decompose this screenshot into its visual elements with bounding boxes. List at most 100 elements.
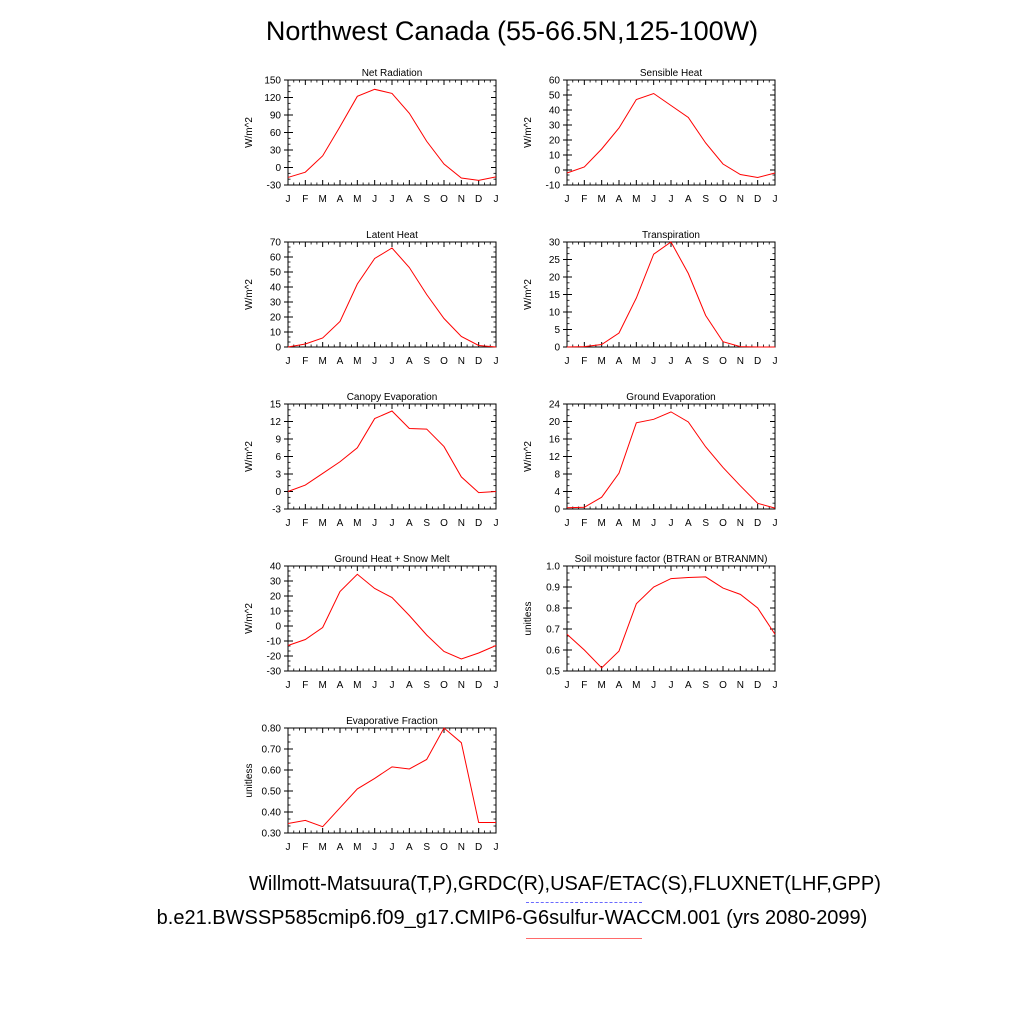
- x-tick-label: A: [616, 194, 623, 205]
- x-tick-label: S: [423, 842, 430, 853]
- series-line: [287, 410, 497, 494]
- series-line: [287, 727, 496, 828]
- y-tick-label: 60: [549, 76, 561, 87]
- panel-title: Net Radiation: [362, 68, 423, 79]
- page-title: Northwest Canada (55-66.5N,125-100W): [265, 16, 759, 46]
- x-tick-label: J: [390, 842, 395, 853]
- x-tick-label: J: [565, 518, 570, 529]
- x-tick-label: M: [597, 194, 605, 205]
- x-tick-label: S: [702, 518, 709, 529]
- x-tick-label: A: [337, 356, 344, 367]
- x-tick-label: M: [632, 194, 640, 205]
- x-tick-label: M: [318, 356, 326, 367]
- y-tick-label: 150: [264, 76, 281, 87]
- x-tick-label: O: [440, 518, 448, 529]
- x-tick-label: O: [719, 194, 727, 205]
- y-tick-label: 1.0: [546, 562, 560, 573]
- x-tick-label: J: [773, 194, 778, 205]
- y-tick-label: 0.60: [262, 766, 282, 777]
- y-tick-label: 90: [270, 111, 282, 122]
- x-tick-label: M: [353, 194, 361, 205]
- x-tick-label: J: [390, 680, 395, 691]
- x-tick-label: M: [318, 194, 326, 205]
- x-tick-label: J: [286, 194, 291, 205]
- plot-frame: [566, 79, 776, 186]
- series-line: [566, 411, 776, 509]
- x-tick-label: J: [651, 680, 656, 691]
- x-tick-label: S: [423, 680, 430, 691]
- x-tick-label: S: [423, 518, 430, 529]
- x-tick-label: J: [494, 842, 499, 853]
- y-axis-label: W/m^2: [244, 441, 255, 472]
- x-tick-label: M: [632, 680, 640, 691]
- x-tick-label: D: [475, 356, 482, 367]
- x-tick-label: N: [737, 194, 744, 205]
- x-tick-label: O: [719, 356, 727, 367]
- x-tick-label: J: [669, 680, 674, 691]
- plot-frame: [287, 727, 497, 834]
- y-tick-label: 8: [554, 470, 560, 481]
- x-tick-label: F: [302, 518, 308, 529]
- panel-title: Soil moisture factor (BTRAN or BTRANMN): [575, 554, 768, 565]
- y-tick-label: -10: [546, 181, 561, 192]
- y-tick-label: 0: [275, 163, 281, 174]
- y-tick-label: 0: [275, 622, 281, 633]
- y-tick-label: 15: [549, 290, 561, 301]
- y-tick-label: 120: [264, 93, 281, 104]
- x-tick-label: A: [685, 194, 692, 205]
- y-axis-label: unitless: [523, 602, 534, 636]
- x-tick-label: J: [669, 194, 674, 205]
- x-tick-label: F: [302, 356, 308, 367]
- y-tick-label: 30: [549, 121, 561, 132]
- panel-title: Latent Heat: [366, 230, 418, 241]
- x-tick-label: N: [737, 356, 744, 367]
- y-tick-label: 60: [270, 253, 282, 264]
- x-tick-label: J: [651, 356, 656, 367]
- y-tick-label: 0: [554, 343, 560, 354]
- y-tick-label: 60: [270, 128, 282, 139]
- x-tick-label: A: [337, 842, 344, 853]
- x-tick-label: J: [372, 842, 377, 853]
- y-tick-label: 50: [549, 91, 561, 102]
- panel-title: Ground Evaporation: [626, 392, 716, 403]
- x-tick-label: J: [390, 194, 395, 205]
- x-tick-label: J: [286, 356, 291, 367]
- x-tick-label: D: [754, 194, 761, 205]
- x-tick-label: A: [406, 194, 413, 205]
- panel-title: Canopy Evaporation: [347, 392, 438, 403]
- y-tick-label: 0.80: [262, 724, 282, 735]
- x-tick-label: M: [597, 680, 605, 691]
- x-tick-label: J: [494, 356, 499, 367]
- y-tick-label: 15: [270, 400, 282, 411]
- plot-frame: [287, 565, 497, 672]
- x-tick-label: J: [773, 356, 778, 367]
- y-tick-label: 10: [549, 151, 561, 162]
- y-tick-label: -30: [267, 667, 282, 678]
- y-axis-label: W/m^2: [244, 117, 255, 148]
- x-tick-label: N: [458, 518, 465, 529]
- x-tick-label: A: [337, 194, 344, 205]
- series-line: [287, 88, 497, 181]
- x-tick-label: S: [423, 356, 430, 367]
- x-tick-label: M: [353, 356, 361, 367]
- y-tick-label: 20: [270, 313, 282, 324]
- x-tick-label: J: [773, 518, 778, 529]
- series-line: [566, 92, 776, 179]
- y-tick-label: -30: [267, 181, 282, 192]
- x-tick-label: N: [458, 356, 465, 367]
- y-axis-label: W/m^2: [523, 441, 534, 472]
- y-tick-label: 6: [275, 452, 281, 463]
- x-tick-label: D: [475, 842, 482, 853]
- x-tick-label: J: [651, 194, 656, 205]
- y-tick-label: 0.40: [262, 808, 282, 819]
- x-tick-label: J: [565, 194, 570, 205]
- y-tick-label: 0: [554, 505, 560, 516]
- y-tick-label: 20: [549, 417, 561, 428]
- x-tick-label: M: [597, 356, 605, 367]
- x-tick-label: J: [286, 518, 291, 529]
- x-tick-label: N: [737, 680, 744, 691]
- y-tick-label: 40: [270, 562, 282, 573]
